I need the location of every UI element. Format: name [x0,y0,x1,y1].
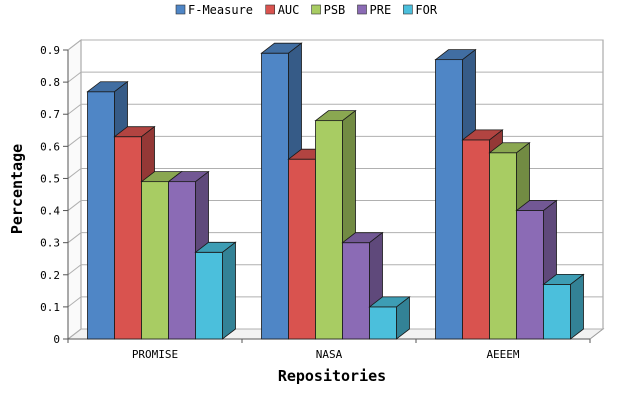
gridline [67,296,603,308]
x-tick-label: PROMISE [132,348,178,361]
bar-front [489,152,517,340]
bar-front [369,306,397,340]
y-axis-title: Percentage [8,144,26,234]
gridline [67,39,603,51]
bar-front [261,52,289,340]
gridline [67,135,603,147]
x-axis-title: Repositories [278,367,386,385]
x-tick-label: AEEEM [486,348,519,361]
legend: F-Measure AUC PSB PRE FOR [175,3,438,17]
gridline [67,200,603,211]
y-tick-label: 0.1 [40,301,60,314]
legend-label: PSB [324,3,346,17]
legend-item-auc: AUC [265,3,300,17]
bar-front [342,242,370,340]
y-tick-label: 0.5 [40,172,60,185]
legend-item-for: FOR [403,3,438,17]
y-tick-label: 0.3 [40,237,60,250]
bar-front [288,158,316,340]
bar-front [168,181,196,340]
gridline [67,264,603,276]
y-tick-label: 0.8 [40,76,60,89]
y-tick-label: 0 [53,333,60,346]
plot-side-wall [67,38,82,341]
bar-for-nasa [368,296,411,340]
bar-front [516,210,544,340]
bar-front [435,59,463,340]
bar-side [396,296,410,340]
legend-swatch [357,4,367,15]
bar-front [87,91,115,340]
gridline [67,71,603,83]
legend-item-f-measure: F-Measure [175,3,253,17]
legend-item-psb: PSB [311,3,346,17]
x-axis-ticks: PROMISE NASA AEEEM [67,339,591,361]
x-tick-label: NASA [316,348,343,361]
legend-swatch [311,4,321,15]
y-tick-label: 0.2 [40,269,60,282]
legend-swatch [265,4,276,15]
legend-label: PRE [370,3,392,17]
bar-front [315,120,343,340]
legend-swatch [403,4,413,15]
bar-for-promise [194,241,237,340]
legend-swatch [175,4,186,15]
gridlines [67,39,603,340]
gridline [67,103,603,115]
bar-front [114,136,142,340]
bar-side [222,241,236,340]
legend-item-pre: PRE [357,3,392,17]
legend-label: F-Measure [188,3,253,17]
gridline [67,328,603,340]
y-tick-label: 0.6 [40,140,60,153]
bars [86,42,585,340]
bar-pre-aeeem [515,199,558,340]
legend-label: AUC [278,3,300,17]
bar-front [141,181,169,340]
bar-front [543,284,571,340]
bar-front [462,139,490,340]
bar-for-aeeem [542,273,585,340]
gridline [67,232,603,244]
y-tick-label: 0.7 [40,108,60,121]
y-tick-label: 0.9 [40,44,60,57]
gridline [67,167,603,179]
bar-side [570,273,584,340]
bar-front [195,251,223,340]
legend-label: FOR [415,3,437,17]
y-tick-label: 0.4 [40,205,60,218]
